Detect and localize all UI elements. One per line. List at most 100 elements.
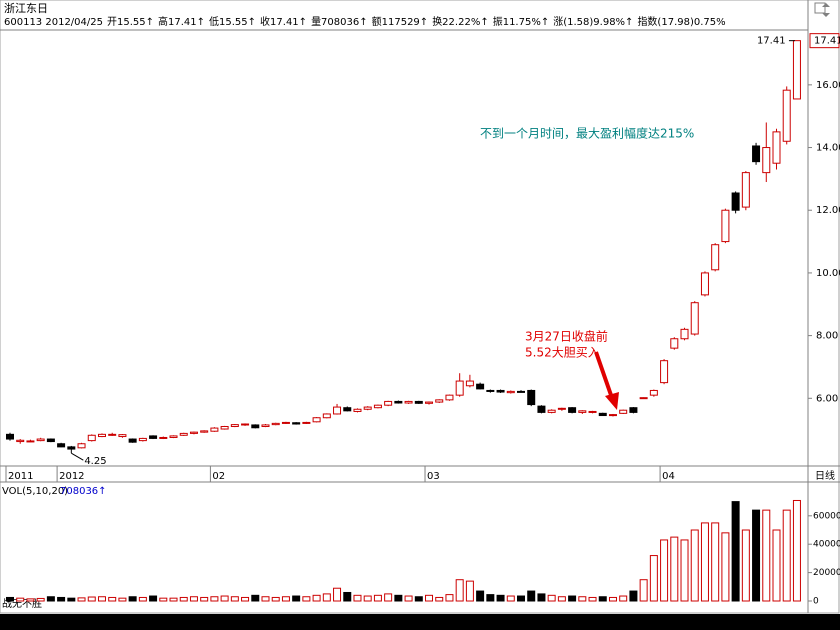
candle-body: [322, 413, 331, 419]
volume-bar: [445, 594, 454, 602]
candle-body: [281, 421, 290, 424]
volume-bar: [210, 596, 219, 602]
volume-bar: [629, 590, 638, 602]
candle-body: [649, 389, 658, 396]
header-field: 振11.75%↑: [493, 15, 550, 28]
volume-bar: [138, 596, 147, 602]
volume-bar: [179, 596, 188, 602]
volume-bar: [333, 587, 342, 602]
volume-bar: [384, 593, 393, 602]
header-field: 600113 2012/04/25: [4, 17, 103, 28]
candle-body: [568, 407, 577, 413]
candle-body: [394, 400, 403, 404]
candle-body: [97, 433, 106, 438]
leader: [71, 452, 84, 461]
volume-bar: [322, 593, 331, 602]
candle-body: [496, 389, 505, 393]
volume-bar: [189, 596, 198, 602]
volume-bar: [619, 595, 628, 602]
volume-bar: [281, 596, 290, 602]
volume-bar: [731, 501, 740, 602]
volume-bar: [57, 596, 66, 602]
candle-body: [373, 404, 382, 409]
candle-body: [557, 407, 566, 410]
candle-body: [333, 406, 342, 415]
volume-bar: [568, 595, 577, 602]
volume-bar: [476, 590, 485, 602]
candle-body: [782, 89, 791, 142]
volume-bar: [220, 595, 229, 602]
candle-body: [476, 383, 485, 390]
icon: [822, 3, 830, 17]
candle-body: [108, 433, 117, 436]
volume-bar: [557, 596, 566, 602]
volume-bar: [711, 522, 720, 602]
volume-bar: [517, 595, 525, 602]
candle-body: [57, 443, 66, 448]
volume-bar: [537, 593, 546, 602]
volume-bar: [752, 509, 761, 602]
volume-bar: [506, 595, 515, 602]
volume-bar: [680, 539, 689, 602]
header-field: 开15.55↑: [107, 17, 154, 28]
volume-bar: [16, 597, 25, 602]
header-field: 量708036↑: [311, 16, 368, 28]
volume-bar: [690, 529, 699, 602]
candle-body: [302, 421, 311, 424]
candle-body: [578, 410, 587, 413]
last-label: 17.41: [757, 36, 786, 47]
candle-body: [118, 434, 127, 438]
candle-body: [343, 407, 352, 412]
x-tick-label: 02: [212, 471, 225, 482]
volume-bar: [547, 594, 556, 602]
volume-bar: [772, 529, 781, 602]
candle-body: [537, 405, 546, 413]
annotation: 5.52大胆买入: [525, 346, 600, 360]
volume-bar: [721, 532, 730, 602]
volume-bar: [302, 596, 311, 602]
candle-body: [261, 424, 270, 428]
volume-bar: [465, 580, 474, 602]
candle-body: [210, 427, 219, 432]
candle-body: [425, 401, 434, 404]
candle-body: [200, 430, 209, 433]
candle-body: [680, 328, 689, 340]
candle-body: [670, 338, 679, 349]
annotation: 3月27日收盘前: [525, 329, 608, 344]
stock-name: 浙江东日: [4, 2, 48, 15]
candle-body: [230, 424, 239, 428]
x-tick-label: 03: [427, 471, 440, 482]
candle-body: [414, 400, 423, 404]
vol-value: 708036↑: [60, 486, 107, 497]
candle-body: [465, 380, 474, 387]
frame: [0, 0, 840, 614]
volume-bar: [425, 594, 434, 602]
volume-bar: [36, 597, 45, 602]
candle-body: [517, 390, 525, 393]
y-tick-label: 12.00: [816, 205, 840, 216]
candle-body: [660, 360, 669, 384]
candle-body: [128, 438, 137, 443]
volume-bar: [394, 594, 403, 602]
volume-bar: [496, 594, 505, 602]
volume-bar: [373, 594, 382, 602]
volume-bar: [230, 596, 239, 602]
candle-body: [690, 302, 699, 335]
volume-bar: [670, 536, 679, 602]
candle-body: [149, 435, 158, 439]
annotation: 不到一个月时间，最大盈利幅度达215%: [480, 126, 694, 141]
last-price-box: [809, 33, 840, 49]
volume-bar: [26, 598, 35, 602]
volume-bar: [598, 596, 607, 602]
volume-bar: [649, 555, 658, 602]
volume-bar: [588, 596, 597, 602]
candle-body: [588, 410, 597, 413]
header-field: 低15.55↑: [209, 15, 256, 28]
candle-body: [87, 434, 96, 442]
candle-body: [721, 209, 730, 243]
candle-body: [138, 437, 147, 442]
candle-body: [711, 244, 720, 271]
candle-body: [271, 422, 280, 426]
x-tick-label: 2012: [59, 471, 84, 482]
low-label: 4.25: [84, 456, 106, 467]
